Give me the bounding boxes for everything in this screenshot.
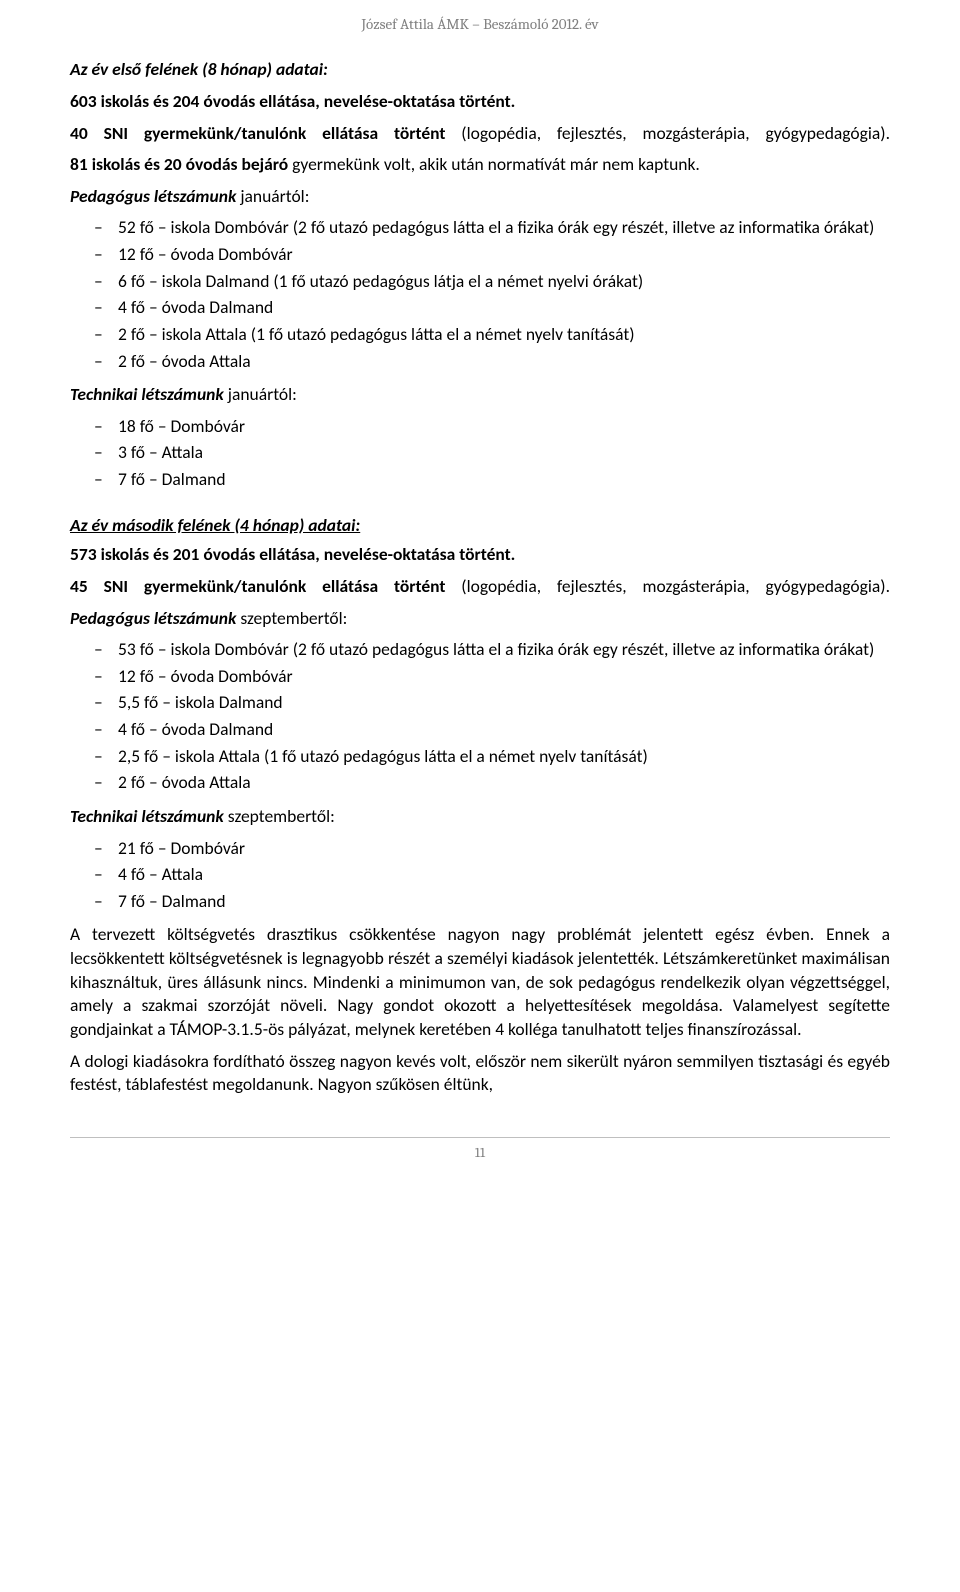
pedagogus-rest: januártól:	[236, 185, 309, 207]
list-item: 2 fő – óvoda Attala	[118, 771, 890, 795]
list-item: 6 fő – iskola Dalmand (1 fő utazó pedagó…	[118, 270, 890, 294]
technikai-rest: januártól:	[224, 383, 297, 405]
list-pedagogus-szep: 53 fő – iskola Dombóvár (2 fő utazó peda…	[70, 638, 890, 795]
list-item: 2 fő – iskola Attala (1 fő utazó pedagóg…	[118, 323, 890, 347]
list-item: 53 fő – iskola Dombóvár (2 fő utazó peda…	[118, 638, 890, 662]
paragraph-pedagogus-szep: Pedagógus létszámunk szeptembertől:	[70, 607, 890, 631]
list-item: 21 fő – Dombóvár	[118, 837, 890, 861]
paragraph-technikai-szep: Technikai létszámunk szeptembertől:	[70, 805, 890, 829]
page-number: 11	[70, 1137, 890, 1163]
body-paragraph-2: A dologi kiadásokra fordítható összeg na…	[70, 1050, 890, 1097]
list-item: 2 fő – óvoda Attala	[118, 350, 890, 374]
pedagogus-label: Pedagógus létszámunk	[70, 185, 236, 207]
paragraph-45-sni: 45 SNI gyermekünk/tanulónk ellátása tört…	[70, 575, 890, 599]
list-item: 52 fő – iskola Dombóvár (2 fő utazó peda…	[118, 216, 890, 240]
rest-45: (logopédia, fejlesztés, mozgásterápia, g…	[445, 575, 890, 597]
list-item: 18 fő – Dombóvár	[118, 415, 890, 439]
paragraph-technikai-jan: Technikai létszámunk januártól:	[70, 383, 890, 407]
technikai-rest-2: szeptembertől:	[224, 805, 335, 827]
paragraph-40-sni: 40 SNI gyermekünk/tanulónk ellátása tört…	[70, 122, 890, 146]
lead-rest: (logopédia, fejlesztés, mozgásterápia, g…	[445, 122, 890, 144]
lead-bold-81: 81 iskolás és 20 óvodás bejáró	[70, 153, 288, 175]
list-technikai-jan: 18 fő – Dombóvár 3 fő – Attala 7 fő – Da…	[70, 415, 890, 492]
paragraph-573: 573 iskolás és 201 óvodás ellátása, neve…	[70, 543, 890, 567]
list-pedagogus-jan: 52 fő – iskola Dombóvár (2 fő utazó peda…	[70, 216, 890, 373]
section-heading-1: Az év első felének (8 hónap) adatai:	[70, 58, 890, 82]
paragraph-pedagogus-jan: Pedagógus létszámunk januártól:	[70, 185, 890, 209]
paragraph-81: 81 iskolás és 20 óvodás bejáró gyermekün…	[70, 153, 890, 177]
list-item: 4 fő – óvoda Dalmand	[118, 718, 890, 742]
paragraph-603: 603 iskolás és 204 óvodás ellátása, neve…	[70, 90, 890, 114]
list-technikai-szep: 21 fő – Dombóvár 4 fő – Attala 7 fő – Da…	[70, 837, 890, 914]
list-item: 4 fő – óvoda Dalmand	[118, 296, 890, 320]
section-heading-2: Az év második felének (4 hónap) adatai:	[70, 514, 890, 538]
lead-bold: 40 SNI gyermekünk/tanulónk ellátása tört…	[70, 122, 445, 144]
technikai-label: Technikai létszámunk	[70, 383, 224, 405]
pedagogus-rest-2: szeptembertől:	[236, 607, 347, 629]
list-item: 7 fő – Dalmand	[118, 890, 890, 914]
document-header: József Attila ÁMK – Beszámoló 2012. év	[70, 0, 890, 40]
pedagogus-label-2: Pedagógus létszámunk	[70, 607, 236, 629]
list-item: 4 fő – Attala	[118, 863, 890, 887]
body-paragraph-1: A tervezett költségvetés drasztikus csök…	[70, 923, 890, 1041]
list-item: 12 fő – óvoda Dombóvár	[118, 665, 890, 689]
list-item: 3 fő – Attala	[118, 441, 890, 465]
rest-81: gyermekünk volt, akik után normatívát má…	[288, 153, 700, 175]
list-item: 5,5 fő – iskola Dalmand	[118, 691, 890, 715]
list-item: 7 fő – Dalmand	[118, 468, 890, 492]
technikai-label-2: Technikai létszámunk	[70, 805, 224, 827]
list-item: 2,5 fő – iskola Attala (1 fő utazó pedag…	[118, 745, 890, 769]
lead-bold-45: 45 SNI gyermekünk/tanulónk ellátása tört…	[70, 575, 445, 597]
list-item: 12 fő – óvoda Dombóvár	[118, 243, 890, 267]
